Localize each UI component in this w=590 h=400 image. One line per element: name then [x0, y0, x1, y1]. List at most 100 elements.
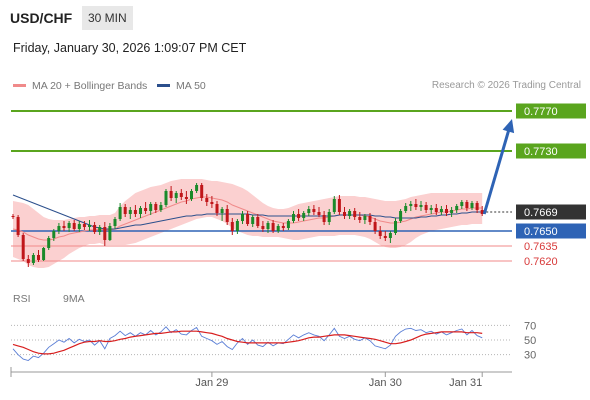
candle-body [164, 191, 168, 205]
candle-body [327, 212, 331, 222]
arrow-head [502, 119, 515, 134]
candle-body [184, 197, 188, 199]
legend-9ma: 9MA [63, 293, 85, 305]
candle [281, 223, 285, 231]
candle [200, 183, 204, 201]
candle-body [383, 236, 387, 238]
candle-body [210, 202, 214, 204]
candle-body [123, 207, 127, 214]
level-label-0.7650: 0.7650 [524, 226, 558, 238]
candle [230, 218, 234, 235]
candle [57, 223, 61, 234]
candle-body [144, 208, 148, 211]
candle-body [271, 223, 275, 231]
candle-body [67, 223, 71, 228]
candle [179, 189, 183, 200]
level-label-0.7669: 0.7669 [524, 207, 558, 219]
candle-body [159, 205, 163, 210]
candle [149, 202, 153, 215]
candle [42, 247, 46, 261]
candle-body [16, 217, 20, 235]
legend-ma20: MA 20 + Bollinger Bands [13, 80, 147, 92]
candle [37, 250, 40, 262]
ma50-label: MA 50 [176, 80, 206, 92]
candle-body [317, 212, 321, 215]
candle [450, 207, 454, 217]
candle [332, 196, 336, 214]
candle-body [169, 191, 173, 198]
candle-body [251, 217, 255, 224]
candle [195, 183, 199, 193]
ma20-label: MA 20 + Bollinger Bands [32, 80, 148, 92]
candle [465, 200, 469, 211]
candle-body [82, 224, 86, 227]
candle-body [475, 203, 479, 210]
candle-body [465, 202, 469, 208]
candle-body [195, 185, 199, 191]
rsi-label: RSI [13, 293, 31, 305]
candle-body [225, 209, 229, 222]
candle-body [103, 227, 107, 240]
candle [378, 226, 382, 239]
level-label-0.7620: 0.7620 [524, 256, 558, 268]
candle [154, 202, 158, 213]
candle [429, 205, 433, 214]
candle-body [409, 204, 413, 206]
candle [190, 189, 193, 201]
candle [139, 206, 142, 218]
candle-body [47, 238, 51, 248]
candle [133, 205, 137, 217]
candle [82, 221, 86, 230]
candle [368, 213, 372, 225]
candle [276, 224, 280, 233]
candle [373, 218, 377, 234]
candle-body [88, 225, 91, 227]
level-label-0.7770: 0.7770 [524, 106, 558, 118]
candles [11, 183, 484, 267]
rsi-tick-label: 30 [524, 350, 536, 362]
candle [241, 211, 244, 224]
symbol-title: USD/CHF [10, 10, 73, 26]
credit-text: Research © 2026 Trading Central [431, 80, 581, 91]
candle [337, 195, 341, 215]
candle [21, 233, 25, 261]
x-axis-label: Jan 29 [195, 377, 228, 389]
candle-body [57, 226, 61, 231]
candle-body [205, 198, 209, 202]
candle-body [52, 231, 56, 238]
candle-body [297, 214, 301, 218]
candle [67, 221, 71, 232]
timeframe-button[interactable]: 30 MIN [82, 6, 133, 30]
level-tag-0.7650 [516, 223, 586, 239]
arrow-shaft [482, 128, 511, 215]
candle [220, 207, 224, 221]
candle-body [62, 226, 66, 228]
candle-body [128, 210, 132, 214]
candle-body [455, 206, 459, 210]
candle-body [394, 221, 397, 233]
candle-body [404, 206, 408, 211]
candle [266, 221, 270, 233]
candle [363, 214, 367, 224]
candle-body [337, 199, 341, 212]
candle-body [190, 191, 193, 199]
legend-ma50: MA 50 [157, 80, 206, 92]
candle [210, 196, 214, 208]
candle-body [378, 231, 382, 236]
candle [271, 220, 275, 233]
candle-body [414, 204, 418, 207]
candle-body [93, 225, 97, 232]
candle [31, 253, 35, 265]
candle-body [154, 204, 158, 210]
candle [235, 219, 239, 234]
candle-body [281, 226, 285, 228]
candle [399, 209, 403, 223]
candle [297, 209, 301, 221]
candle [353, 208, 357, 220]
candle [159, 202, 163, 212]
candle-body [31, 255, 35, 263]
candle [322, 211, 326, 225]
level-tag-0.7770 [516, 103, 586, 119]
candle [225, 205, 229, 225]
